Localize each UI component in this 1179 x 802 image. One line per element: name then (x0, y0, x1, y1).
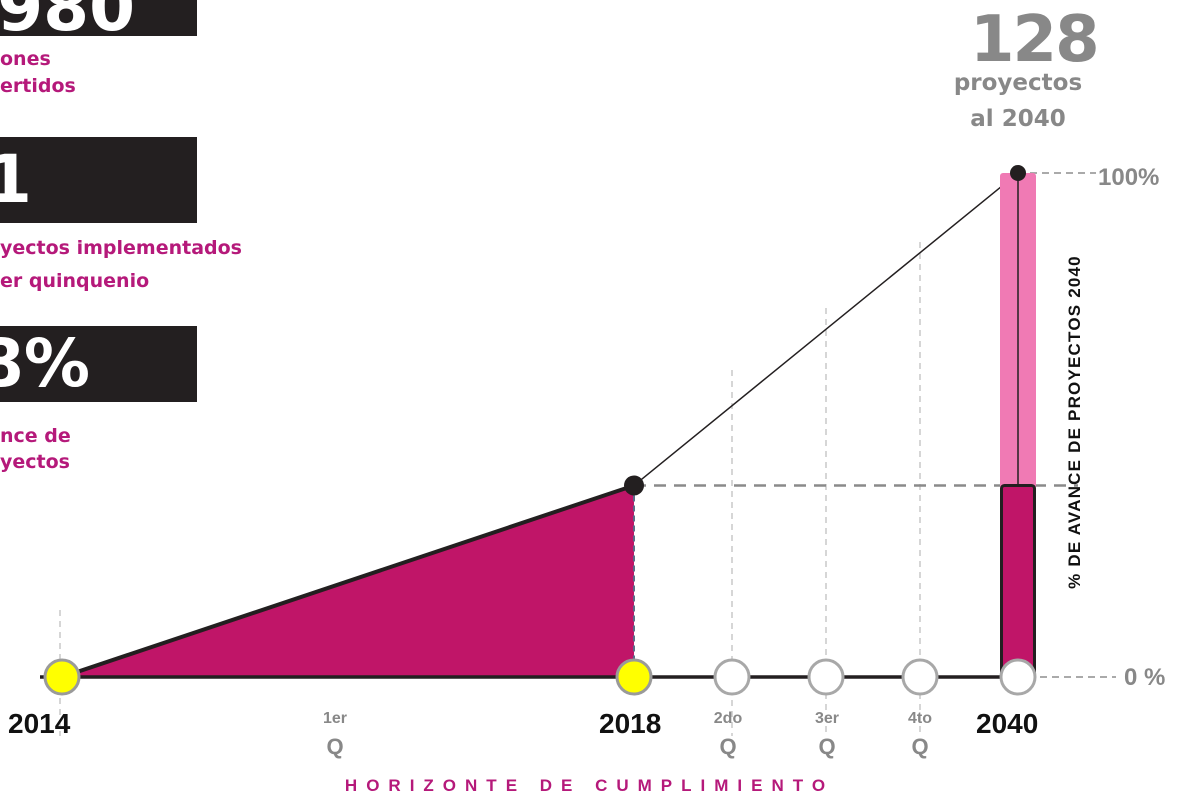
x-tick-1er-q: 1er Q (305, 710, 365, 760)
stat-caption-line: er quinquenio (0, 270, 150, 293)
q-label-bottom: Q (818, 734, 836, 759)
stat-caption-line: nce de (0, 425, 71, 447)
total-projects-caption: proyectos al 2040 (948, 66, 1088, 137)
stat-caption-investment: ones ertidos (0, 46, 76, 99)
projection-line (633, 172, 1019, 487)
x-tick-4to-q: 4to Q (890, 710, 950, 760)
q-label-bottom: Q (911, 734, 929, 759)
milestone-marker-pending (807, 658, 845, 696)
x-tick-2040: 2040 (976, 708, 1039, 739)
pct-label-0: 0 % (1124, 664, 1166, 691)
data-point-2040 (1010, 165, 1026, 181)
bar-achieved-2040 (1000, 483, 1036, 679)
q-label-top: 1er (322, 710, 348, 727)
q-label-bottom: Q (326, 734, 344, 759)
milestone-marker-pending (713, 658, 751, 696)
milestone-marker-completed (615, 658, 653, 696)
x-tick-2018: 2018 (599, 708, 662, 739)
stat-box-progress: 8% (0, 326, 197, 402)
x-axis-title: HORIZONTE DE CUMPLIMIENTO (344, 776, 835, 795)
stat-value: 8% (0, 326, 91, 402)
total-caption-line: al 2040 (970, 105, 1066, 132)
stat-caption-line: yectos (0, 450, 70, 473)
total-caption-line: proyectos (953, 70, 1083, 96)
q-label-top: 2do (713, 710, 743, 727)
data-point-2018 (624, 475, 644, 496)
q-label-bottom: Q (719, 734, 737, 759)
stat-box-investment: 1980 (0, 0, 197, 36)
stat-value: 1 (0, 141, 32, 218)
total-projects-number: 128 (970, 3, 1100, 77)
stat-caption-progress: nce de yectos (0, 424, 71, 475)
x-tick-2do-q: 2do Q (698, 710, 758, 760)
stat-caption-projects: yectos implementados er quinquenio (0, 232, 242, 299)
pct-label-100: 100% (1098, 164, 1160, 191)
x-tick-3er-q: 3er Q (797, 710, 857, 760)
milestone-marker-pending (901, 658, 939, 696)
q-label-top: 3er (814, 710, 840, 727)
milestone-marker-pending (999, 658, 1037, 696)
milestone-marker-completed (43, 658, 81, 696)
stat-caption-line: yectos implementados (0, 237, 242, 259)
progress-area-edge (61, 483, 635, 679)
stat-box-projects: 1 (0, 137, 197, 223)
stat-caption-line: ertidos (0, 74, 76, 97)
stat-value: 1980 (0, 0, 135, 36)
y-axis-title: % DE AVANCE DE PROYECTOS 2040 (1065, 255, 1084, 589)
q-label-top: 4to (908, 710, 932, 727)
stat-caption-line: ones (0, 48, 51, 70)
progress-area (62, 485, 634, 677)
x-tick-2014: 2014 (8, 708, 71, 739)
